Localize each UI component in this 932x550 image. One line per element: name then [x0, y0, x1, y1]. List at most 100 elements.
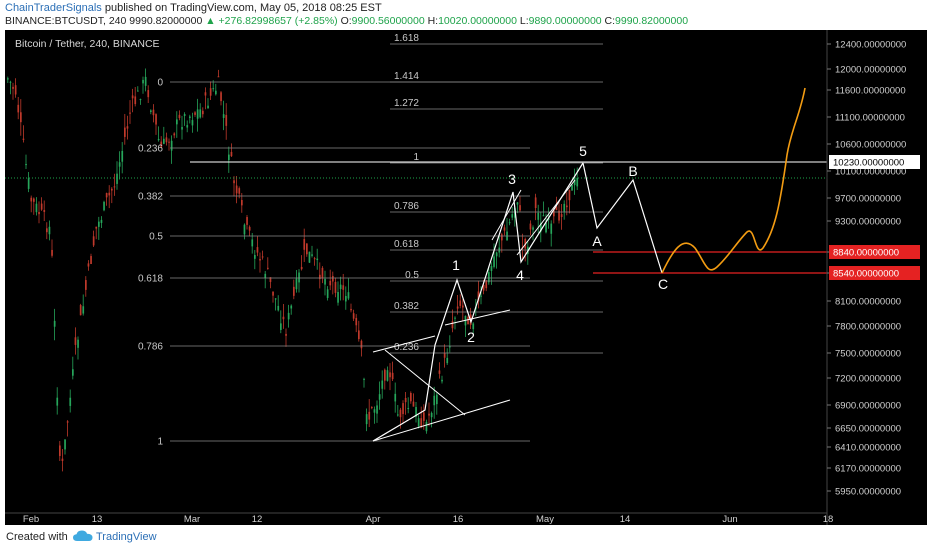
candle-body: [139, 99, 142, 101]
candle-body: [126, 126, 129, 129]
candle-body: [152, 109, 155, 116]
price-change: +276.82998657 (+2.85%): [218, 15, 338, 27]
chart-panel[interactable]: 0 0.236 0.382 0.5 0.618 0.786 1 1.618 1.414 1.272…: [5, 30, 927, 525]
fib-extension-label: 0.5: [405, 270, 419, 281]
candle-body: [144, 76, 147, 86]
candle-body: [576, 178, 579, 187]
candle-body: [508, 222, 511, 224]
candle-body: [573, 179, 576, 186]
wave-label: B: [628, 163, 637, 179]
candle-body: [306, 243, 308, 255]
candle-body: [420, 418, 423, 428]
fib-extension-label: 0.382: [394, 301, 419, 312]
candle-body: [14, 85, 17, 95]
fib-layer: 0 0.236 0.382 0.5 0.618 0.786 1 1.618 1.414 1.272…: [5, 33, 827, 448]
publish-info: published on TradingView.com, May 05, 20…: [104, 2, 382, 14]
candle-body: [446, 357, 449, 364]
candle-body: [222, 114, 225, 118]
price-label-text: 10230.00000000: [833, 158, 904, 169]
candle-body: [566, 205, 568, 208]
candle-body: [191, 120, 194, 126]
candle-body: [313, 258, 316, 260]
candle-body: [79, 305, 82, 316]
candle-body: [378, 394, 381, 400]
candle-body: [308, 251, 311, 263]
candle-body: [69, 397, 72, 406]
candle-body: [259, 258, 261, 261]
candle-body: [163, 138, 165, 144]
time-axis: Feb 13 Mar 12 Apr 16 May 14 Jun 18: [5, 512, 834, 525]
candle-body: [61, 458, 64, 462]
candle-body: [243, 224, 246, 235]
up-triangle-icon: ▲: [205, 15, 216, 27]
time-tick-label: 18: [823, 514, 834, 525]
author-link[interactable]: ChainTraderSignals: [5, 2, 102, 14]
candle-body: [103, 201, 105, 211]
candle-body: [33, 198, 35, 202]
candle-body: [443, 353, 446, 358]
candle-body: [511, 214, 514, 218]
candle-body: [394, 393, 397, 402]
candle-body: [64, 439, 66, 450]
candle-body: [277, 305, 280, 311]
candle-body: [118, 162, 121, 167]
candle-body: [467, 317, 469, 325]
fib-level-label: 0.618: [138, 274, 163, 285]
corrective-wave-line: [582, 162, 663, 274]
candle-body: [368, 411, 371, 420]
candle-body: [386, 370, 389, 381]
candle-body: [72, 369, 74, 376]
fib-level-label: 0.786: [138, 342, 163, 353]
candle-body: [30, 197, 33, 202]
candle-body: [326, 289, 329, 298]
candle-body: [537, 212, 540, 220]
close-value: 9990.82000000: [615, 15, 689, 27]
candle-body: [433, 395, 436, 406]
candle-body: [256, 247, 259, 253]
tradingview-brand-link[interactable]: TradingView: [96, 531, 157, 543]
candle-body: [456, 306, 459, 309]
candle-body: [371, 407, 373, 409]
candle-body: [550, 223, 553, 234]
candle-body: [147, 90, 150, 98]
fib-level-label: 0: [157, 78, 163, 89]
candle-body: [129, 112, 131, 114]
time-tick-label: Jun: [722, 514, 737, 525]
fib-extension-label: 1.272: [394, 98, 419, 109]
chart-canvas[interactable]: 0 0.236 0.382 0.5 0.618 0.786 1 1.618 1.414 1.272…: [5, 30, 927, 525]
candle-body: [402, 403, 404, 415]
wave-label: A: [592, 233, 602, 249]
candle-body: [137, 90, 139, 92]
candle-body: [384, 369, 386, 381]
candle-body: [293, 286, 295, 296]
high-value: 10020.00000000: [438, 15, 517, 27]
fib-level-label: 0.236: [138, 144, 163, 155]
candle-body: [534, 197, 537, 209]
price-tick-label: 10100.00000000: [835, 167, 906, 178]
price-tick-label: 6900.00000000: [835, 401, 901, 412]
tradingview-logo-icon: [73, 530, 93, 541]
footer: Created with TradingView: [0, 525, 932, 550]
candle-body: [285, 333, 287, 336]
price-tick-label: 7200.00000000: [835, 374, 901, 385]
candle-body: [334, 281, 337, 293]
candle-body: [9, 81, 12, 83]
wave-label: 2: [467, 329, 475, 345]
candle-body: [170, 140, 173, 151]
candle-body: [105, 193, 108, 198]
candle-body: [233, 180, 235, 184]
candle-body: [113, 186, 116, 188]
candle-body: [503, 227, 506, 231]
candle-body: [173, 133, 176, 136]
candle-body: [241, 200, 243, 206]
candle-body: [212, 88, 215, 90]
trendline: [516, 179, 576, 256]
candle-body: [425, 421, 428, 432]
candle-body: [347, 292, 350, 299]
candle-body: [51, 249, 53, 256]
candle-body: [350, 308, 352, 311]
candle-body: [355, 317, 358, 326]
projection-curve: [661, 87, 806, 274]
candle-body: [373, 409, 376, 413]
candle-body: [545, 222, 547, 233]
